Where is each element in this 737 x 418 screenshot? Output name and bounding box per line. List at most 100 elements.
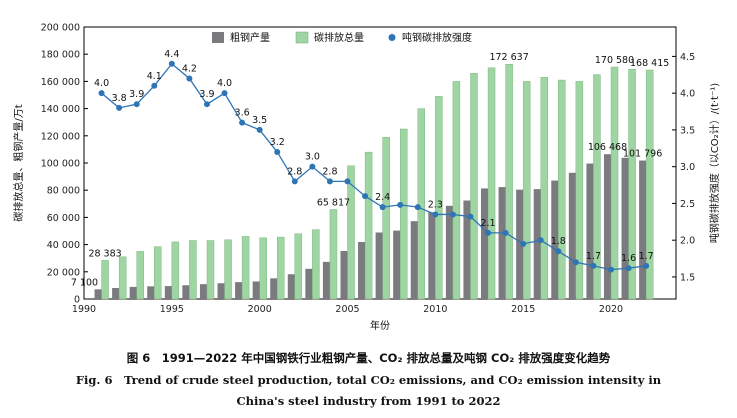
label-intensity-1999: 3.6	[235, 108, 250, 119]
label-intensity-2000: 3.5	[252, 115, 267, 126]
bar-steel-1999	[235, 282, 243, 299]
bar-emission-2012	[470, 73, 478, 300]
point-intensity-2000	[256, 126, 263, 133]
bar-steel-2011	[445, 205, 453, 299]
y-left-tick-label: 0	[74, 295, 80, 306]
point-intensity-2014	[502, 229, 509, 236]
bar-emission-2007	[382, 136, 390, 300]
legend-label-intensity: 吨钢碳排放强度	[402, 31, 472, 44]
bar-steel-2007	[375, 232, 383, 299]
bar-steel-2016	[533, 189, 541, 299]
y-right-tick-label: 4.5	[680, 52, 695, 63]
x-axis-label: 年份	[370, 319, 390, 332]
figure-caption-cn: 图 6 1991—2022 年中国钢铁行业粗钢产量、CO₂ 排放总量及吨钢 CO…	[126, 351, 611, 365]
point-intensity-2005	[344, 178, 351, 185]
y-left-tick-label: 20 000	[47, 267, 80, 278]
bar-emission-2004	[329, 209, 338, 300]
bar-steel-2021	[621, 157, 629, 299]
bar-emission-2020	[610, 66, 619, 300]
point-intensity-2009	[414, 204, 421, 211]
label-intensity-1995: 4.4	[164, 49, 179, 60]
bar-emission-1995	[171, 241, 180, 300]
point-intensity-1997	[203, 101, 210, 108]
bar-steel-2017	[551, 180, 559, 299]
y-axis-label-right: 吨钢碳排放强度（以CO₂计）/(t·t⁻¹)	[708, 83, 721, 243]
legend-label-emission: 碳排放总量	[314, 31, 364, 44]
point-intensity-2015	[520, 240, 527, 247]
label-intensity-1991: 4.0	[94, 78, 109, 89]
label-intensity-1992: 3.8	[112, 93, 127, 104]
label-intensity-2001: 3.2	[270, 137, 285, 148]
bar-emission-2005	[347, 165, 355, 300]
bar-emission-2013	[487, 67, 496, 300]
label-intensity-2003: 3.0	[305, 152, 320, 163]
bar-steel-1995	[164, 286, 172, 299]
label-emission-2020: 170 580	[595, 55, 634, 66]
bar-emission-2014	[505, 64, 513, 300]
bar-steel-2015	[516, 189, 524, 299]
bar-steel-2009	[410, 221, 418, 299]
bar-steel-2001	[270, 278, 278, 299]
bar-steel-2006	[358, 242, 366, 299]
bar-emission-1998	[224, 239, 232, 300]
bar-emission-2008	[400, 128, 408, 300]
bar-steel-1998	[217, 283, 225, 299]
bar-steel-2014	[498, 187, 506, 299]
label-intensity-2017: 1.8	[551, 236, 566, 247]
label-steel-2020: 106 468	[588, 142, 627, 153]
point-intensity-2001	[274, 148, 281, 155]
bar-emission-2021	[628, 68, 636, 300]
point-intensity-2022	[643, 262, 650, 269]
label-steel-2022: 101 796	[623, 149, 662, 160]
x-tick-label: 1990	[72, 304, 96, 315]
bar-steel-2008	[393, 230, 401, 299]
legend-marker-intensity	[388, 34, 396, 41]
bar-steel-1996	[182, 285, 190, 299]
x-tick-label: 2020	[599, 304, 623, 315]
bar-emission-2010	[435, 96, 443, 300]
point-intensity-1993	[133, 101, 140, 108]
figure-caption-en-line1: Fig. 6 Trend of crude steel production, …	[75, 373, 662, 387]
bar-steel-2022	[639, 160, 647, 299]
y-left-tick-label: 100 000	[41, 159, 80, 170]
y-right-tick-label: 1.5	[680, 272, 695, 283]
y-right-tick-label: 4.0	[680, 89, 695, 100]
label-intensity-2010: 2.3	[428, 199, 443, 210]
x-tick-label: 1995	[160, 304, 184, 315]
legend-label-steel: 粗钢产量	[230, 31, 270, 44]
bar-steel-1997	[199, 284, 207, 299]
bar-steel-2000	[252, 281, 260, 299]
point-intensity-2011	[449, 211, 456, 218]
point-intensity-1994	[151, 82, 158, 89]
y-left-tick-label: 140 000	[41, 104, 80, 115]
label-intensity-2007: 2.4	[375, 192, 390, 203]
label-intensity-1997: 3.9	[199, 89, 214, 100]
point-intensity-1998	[221, 90, 228, 97]
bar-steel-2018	[568, 172, 576, 299]
point-intensity-2012	[467, 213, 474, 220]
bar-emission-1994	[154, 246, 162, 300]
legend-swatch-steel	[212, 32, 224, 43]
point-intensity-1991	[98, 90, 105, 97]
point-intensity-2013	[485, 229, 492, 236]
x-tick-label: 2000	[248, 304, 272, 315]
label-intensity-2019: 1.7	[586, 251, 601, 262]
label-emission-1991: 28 383	[88, 248, 121, 259]
bar-emission-1996	[189, 240, 197, 300]
point-intensity-2018	[572, 259, 579, 266]
bar-emission-1991	[101, 260, 109, 300]
point-intensity-2010	[432, 211, 439, 218]
bar-steel-2003	[305, 268, 313, 299]
chart: 0 20 000 40 000 60 000 80 000 100 000 120 000 1…	[12, 23, 721, 333]
point-intensity-2021	[625, 265, 632, 272]
point-intensity-2006	[362, 193, 369, 200]
label-intensity-2022: 1.7	[639, 251, 654, 262]
bar-emission-1993	[136, 251, 144, 300]
bar-emission-2019	[593, 74, 601, 300]
label-intensity-2021: 1.6	[621, 253, 636, 264]
bar-emission-2015	[522, 81, 531, 300]
bar-emission-2018	[575, 81, 584, 300]
bar-emission-2009	[417, 108, 425, 300]
label-intensity-2002: 2.8	[287, 166, 302, 177]
label-steel-1991: 7 100	[71, 277, 98, 288]
